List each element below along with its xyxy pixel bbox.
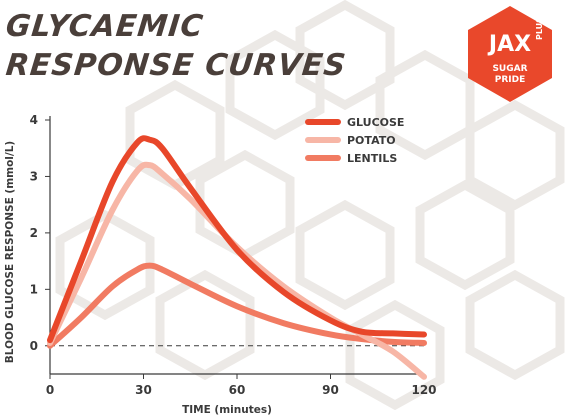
x-tick-label: 60 <box>229 383 246 397</box>
logo-sub-text-1: SUGAR <box>492 64 528 74</box>
legend-label-potato: POTATO <box>347 134 396 147</box>
x-tick-label: 0 <box>46 383 54 397</box>
chart-axes: 0 1 2 3 4 0 30 60 90 120 <box>30 113 437 397</box>
series-line-glucose <box>47 135 427 344</box>
logo-main-text: JAX <box>488 32 532 57</box>
x-tick-label: 120 <box>411 383 436 397</box>
y-tick-label: 0 <box>30 339 38 353</box>
y-tick-label: 4 <box>30 113 38 127</box>
jax-plus-logo: PLUS JAX SUGAR PRIDE <box>464 4 556 104</box>
y-axis-label: BLOOD GLUCOSE RESPONSE (mmol/L) <box>4 141 16 363</box>
x-axis-label: TIME (minutes) <box>182 404 272 416</box>
x-tick-label: 90 <box>322 383 339 397</box>
series-line-lentils <box>47 262 427 349</box>
y-tick-label: 3 <box>30 169 38 183</box>
chart-legend: GLUCOSE POTATO LENTILS <box>305 116 404 165</box>
x-tick-label: 30 <box>135 383 152 397</box>
logo-sub-text-2: PRIDE <box>494 75 526 85</box>
logo-side-text: PLUS <box>535 17 544 40</box>
legend-label-glucose: GLUCOSE <box>347 116 404 129</box>
legend-label-lentils: LENTILS <box>347 152 397 165</box>
y-tick-label: 1 <box>30 282 38 296</box>
chart-series <box>47 135 427 380</box>
y-tick-label: 2 <box>30 226 38 240</box>
logo-hexagon-shape: PLUS <box>468 6 552 102</box>
